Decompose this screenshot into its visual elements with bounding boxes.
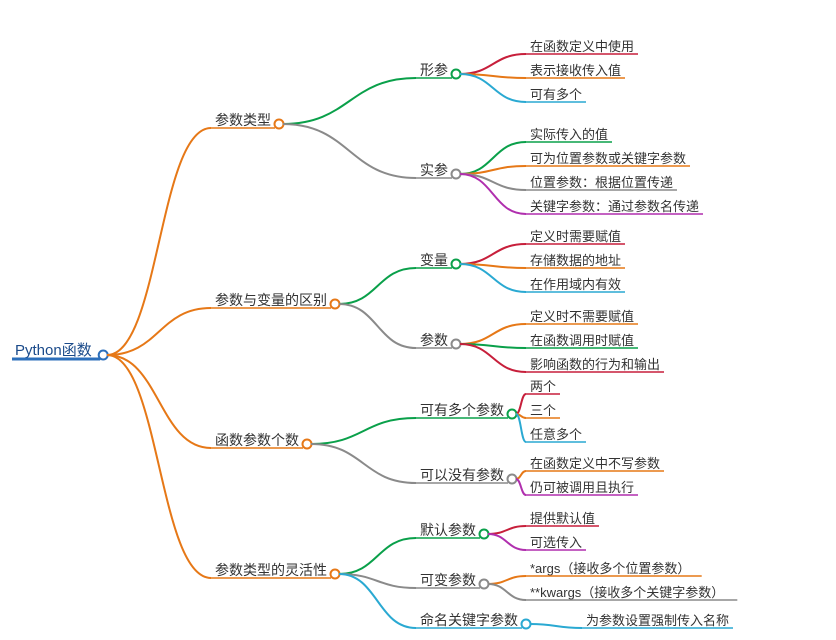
leaf-label: 可为位置参数或关键字参数 bbox=[530, 151, 686, 166]
leaf-label: 表示接收传入值 bbox=[530, 63, 621, 78]
branch-edge bbox=[339, 538, 416, 574]
branch-edge bbox=[488, 584, 526, 600]
leaf-label: **kwargs（接收多个关键字参数） bbox=[530, 585, 724, 600]
leaf-label: 在函数调用时赋值 bbox=[530, 333, 634, 348]
level2-label: 变量 bbox=[420, 252, 448, 268]
level2-node-circle bbox=[480, 530, 489, 539]
branch-edge bbox=[460, 244, 526, 264]
leaf-label: 实际传入的值 bbox=[530, 127, 608, 142]
level2-label: 命名关键字参数 bbox=[420, 612, 518, 628]
root-node-circle bbox=[99, 351, 108, 360]
level2-label: 默认参数 bbox=[420, 522, 476, 538]
leaf-label: 在函数定义中使用 bbox=[530, 39, 634, 54]
branch-edge bbox=[107, 355, 211, 578]
leaf-label: *args（接收多个位置参数） bbox=[530, 561, 690, 576]
level2-node-circle bbox=[452, 260, 461, 269]
leaf-label: 任意多个 bbox=[530, 427, 582, 442]
leaf-label: 定义时不需要赋值 bbox=[530, 309, 634, 324]
level2-node-circle bbox=[452, 70, 461, 79]
leaf-label: 影响函数的行为和输出 bbox=[530, 357, 660, 372]
branch-edge bbox=[283, 78, 416, 124]
level2-label: 参数 bbox=[420, 332, 448, 348]
level1-label: 函数参数个数 bbox=[215, 432, 299, 448]
leaf-label: 三个 bbox=[530, 403, 556, 418]
branch-edge bbox=[516, 471, 526, 479]
level1-label: 参数与变量的区别 bbox=[215, 292, 327, 308]
branch-edge bbox=[339, 574, 416, 628]
level2-node-circle bbox=[452, 170, 461, 179]
leaf-label: 可有多个 bbox=[530, 87, 582, 102]
level2-node-circle bbox=[452, 340, 461, 349]
leaf-label: 位置参数：根据位置传递 bbox=[530, 175, 673, 190]
branch-edge bbox=[107, 128, 211, 355]
leaf-label: 提供默认值 bbox=[530, 511, 595, 526]
branch-edge bbox=[460, 166, 526, 174]
level1-label: 参数类型 bbox=[215, 112, 271, 128]
leaf-label: 为参数设置强制传入名称 bbox=[586, 613, 729, 628]
level2-node-circle bbox=[508, 410, 517, 419]
leaf-label: 存储数据的地址 bbox=[530, 253, 621, 268]
level1-label: 参数类型的灵活性 bbox=[215, 562, 327, 578]
level2-node-circle bbox=[522, 620, 531, 629]
leaf-label: 关键字参数：通过参数名传递 bbox=[530, 199, 699, 214]
branch-edge bbox=[488, 576, 526, 584]
level2-label: 形参 bbox=[420, 62, 448, 78]
branch-edge bbox=[460, 54, 526, 74]
branch-edge bbox=[107, 355, 211, 448]
branch-edge bbox=[339, 268, 416, 304]
level1-node-circle bbox=[303, 440, 312, 449]
leaf-label: 在作用域内有效 bbox=[530, 277, 621, 292]
level1-node-circle bbox=[331, 300, 340, 309]
level2-label: 可有多个参数 bbox=[420, 402, 504, 418]
leaf-label: 仍可被调用且执行 bbox=[530, 480, 634, 495]
branch-edge bbox=[339, 304, 416, 348]
branch-edge bbox=[516, 479, 526, 495]
leaf-label: 可选传入 bbox=[530, 535, 582, 550]
branch-edge bbox=[283, 124, 416, 178]
level1-node-circle bbox=[275, 120, 284, 129]
branch-edge bbox=[460, 174, 526, 214]
branch-edge bbox=[311, 418, 416, 444]
leaf-label: 在函数定义中不写参数 bbox=[530, 456, 660, 471]
mindmap-svg: Python函数 参数类型 形参 在函数定义中使用表示接收传入值可有多个实参 实际传入的… bbox=[0, 0, 836, 640]
branch-edge bbox=[460, 324, 526, 344]
level2-node-circle bbox=[508, 475, 517, 484]
root-label: Python函数 bbox=[15, 342, 92, 359]
level2-label: 实参 bbox=[420, 162, 448, 178]
level1-node-circle bbox=[331, 570, 340, 579]
branch-edge bbox=[488, 534, 526, 550]
level2-label: 可变参数 bbox=[420, 572, 476, 588]
level2-label: 可以没有参数 bbox=[420, 467, 504, 483]
branch-edge bbox=[311, 444, 416, 483]
branch-edge bbox=[488, 526, 526, 534]
branch-edge bbox=[516, 394, 526, 414]
leaf-label: 两个 bbox=[530, 379, 556, 394]
branch-edge bbox=[530, 624, 582, 628]
leaf-label: 定义时需要赋值 bbox=[530, 229, 621, 244]
level2-node-circle bbox=[480, 580, 489, 589]
